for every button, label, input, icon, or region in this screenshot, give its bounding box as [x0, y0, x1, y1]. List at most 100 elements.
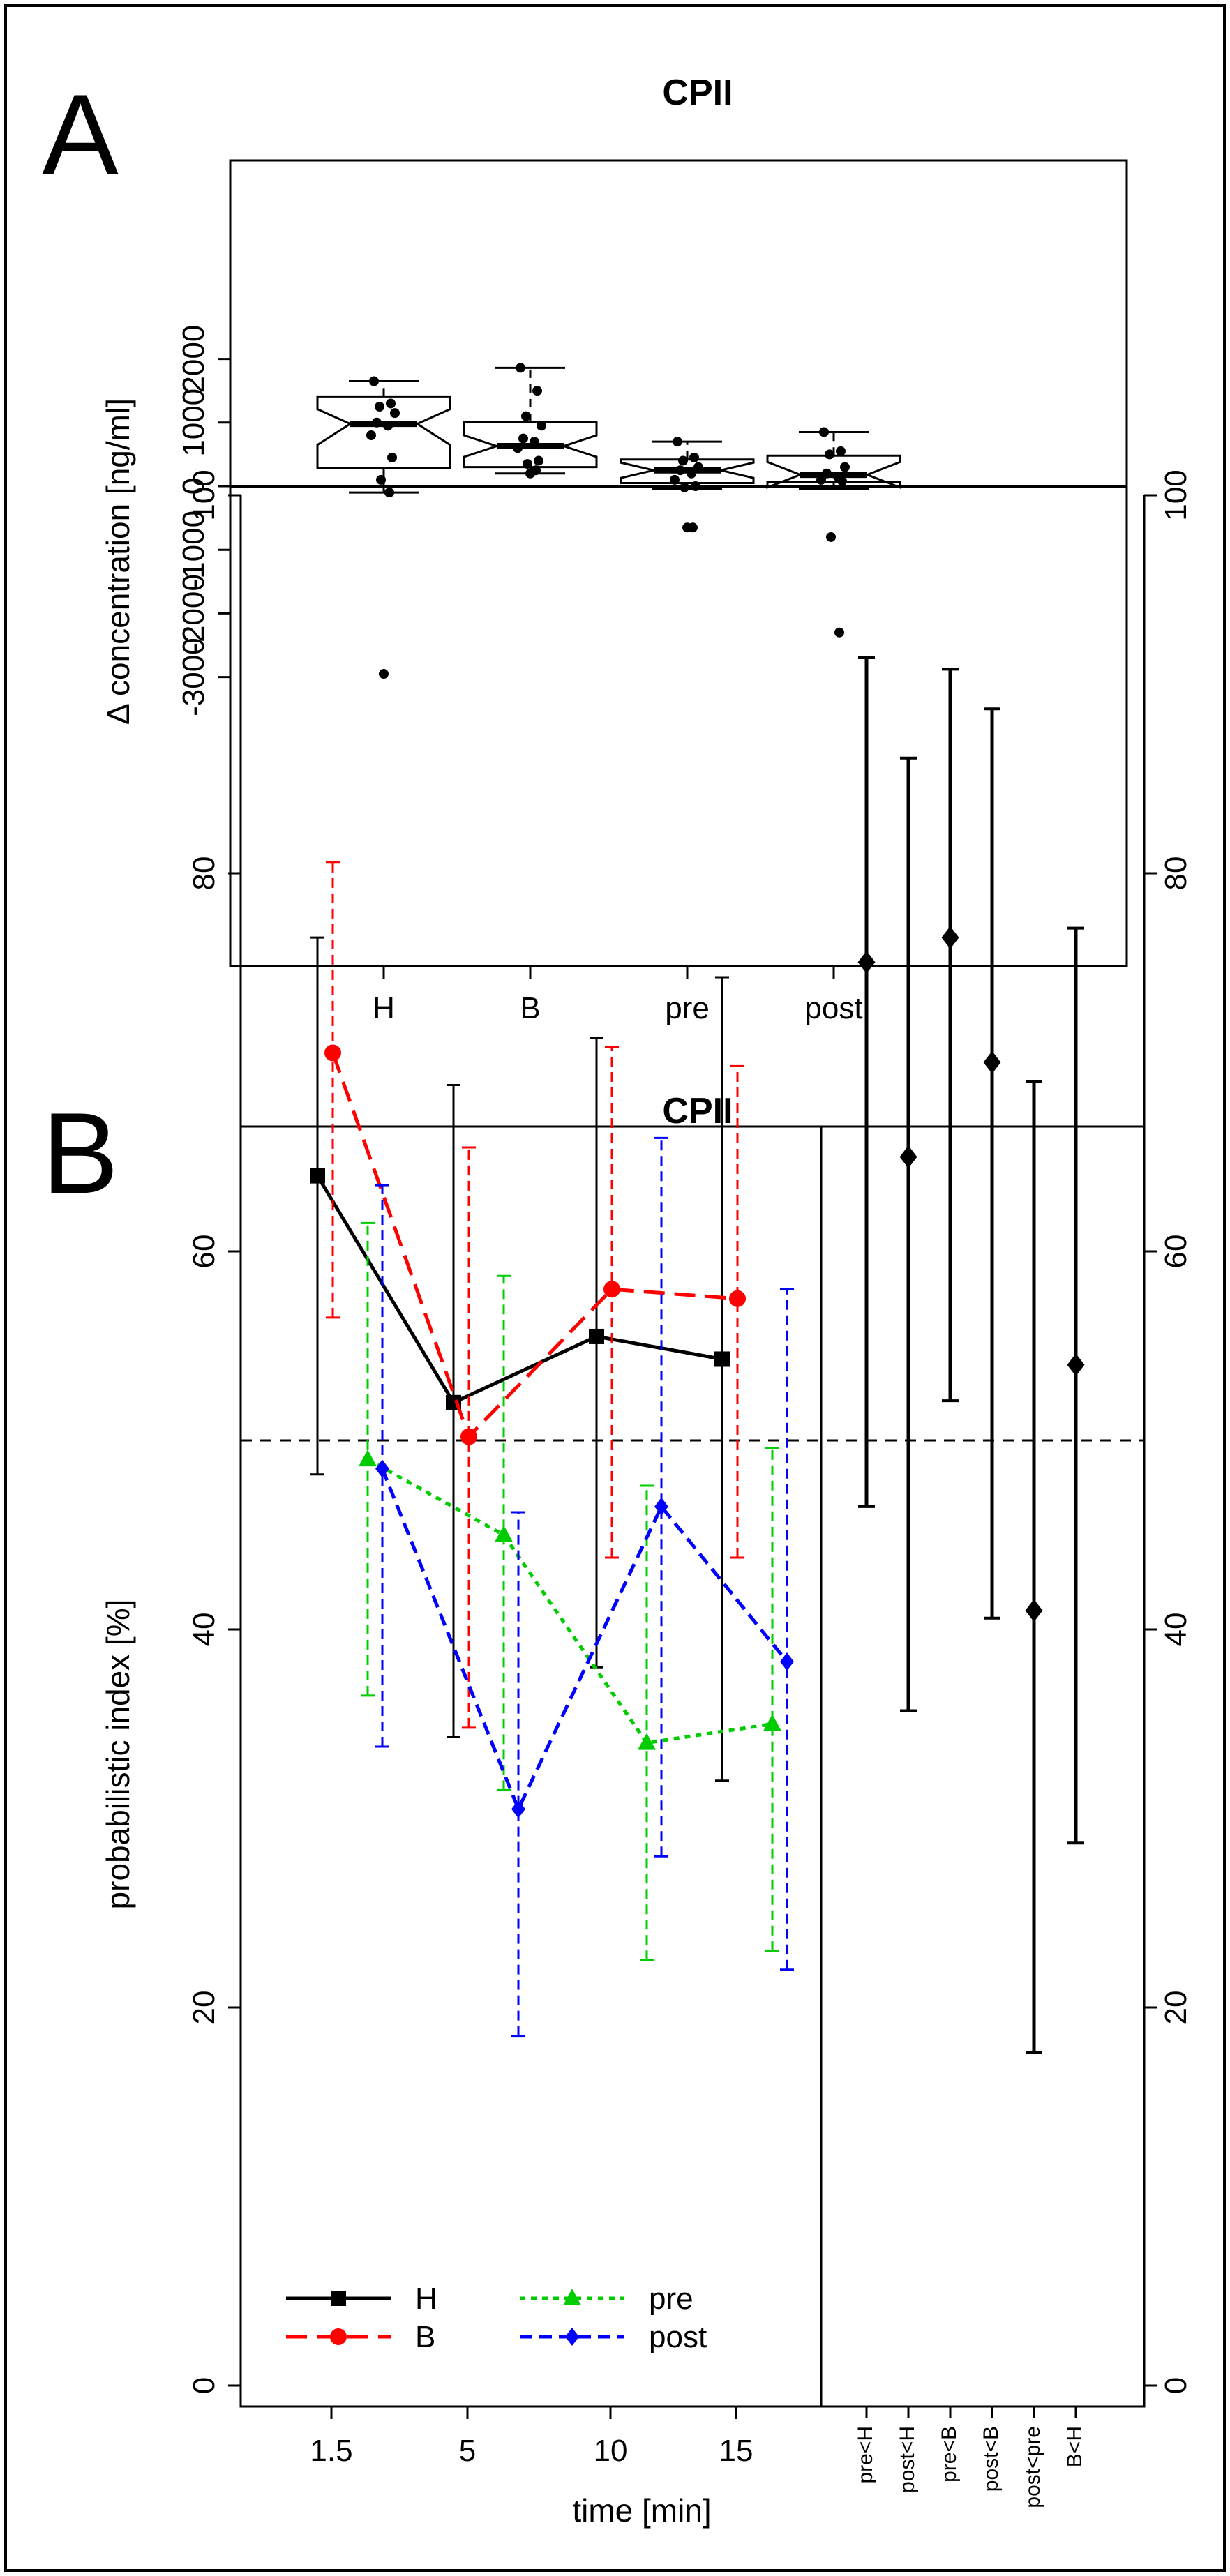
x-tick-label-15: 15 — [719, 2434, 753, 2468]
data-point — [680, 482, 689, 492]
series-marker — [359, 1449, 377, 1467]
box-body — [463, 421, 598, 469]
box-body — [766, 454, 901, 490]
y-tick-label: 20 — [187, 1991, 221, 2025]
y-tick-label: -2000 — [177, 574, 211, 653]
data-point — [840, 462, 850, 472]
y-tick-label: 1000 — [177, 389, 211, 457]
series-H — [310, 936, 730, 1782]
data-point — [816, 474, 826, 485]
panel-a-title: CPII — [662, 73, 733, 113]
y-tick-label-right: 100 — [1159, 469, 1193, 520]
panel-a-y-label: Δ concentration [ng/ml] — [100, 398, 136, 725]
legend-marker — [331, 2291, 346, 2306]
data-point — [682, 522, 692, 533]
y-tick-label-right: 40 — [1159, 1613, 1193, 1647]
data-point — [691, 481, 700, 491]
y-tick-label: 0 — [187, 2377, 221, 2394]
comparison-label: pre<B — [938, 2426, 961, 2483]
data-point — [376, 474, 386, 485]
box-post — [766, 427, 901, 638]
y-tick-label: 40 — [187, 1613, 221, 1647]
y-tick-label-right: 80 — [1159, 857, 1193, 891]
data-point — [678, 455, 688, 466]
comparison-label: post<H — [896, 2426, 919, 2493]
data-point — [523, 459, 532, 469]
y-tick-label: 60 — [187, 1235, 221, 1269]
data-point — [369, 376, 379, 386]
series-line — [366, 1457, 773, 1745]
data-point — [384, 488, 394, 498]
y-tick-label-right: 20 — [1159, 1991, 1193, 2025]
legend-marker — [330, 2328, 347, 2345]
box-H — [316, 376, 451, 679]
series-marker — [310, 1168, 325, 1184]
data-point — [693, 462, 703, 472]
data-point — [834, 627, 844, 638]
y-tick-label-right: 60 — [1159, 1235, 1193, 1269]
x-tick-label-1.5: 1.5 — [310, 2434, 352, 2468]
comparison-marker — [1025, 1599, 1043, 1622]
comparison-4: post<pre — [1021, 1080, 1044, 2508]
series-line — [331, 1052, 738, 1440]
data-point — [366, 430, 376, 441]
box-B — [463, 363, 598, 479]
data-point — [387, 452, 397, 462]
data-point — [534, 455, 543, 466]
data-point — [518, 433, 528, 444]
data-point — [386, 398, 396, 409]
data-point — [687, 468, 696, 479]
y-tick-label: 100 — [187, 469, 221, 520]
comparison-label: B<H — [1063, 2426, 1086, 2467]
box-body — [620, 458, 755, 484]
panel-b-series — [310, 861, 794, 2038]
series-marker — [460, 1428, 477, 1445]
panel-b-letter: B — [42, 1089, 119, 1217]
panel-b-x-axis: 1.5 5 10 15 — [310, 2405, 753, 2468]
comparison-marker — [941, 926, 959, 949]
series-marker — [603, 1281, 620, 1298]
data-point — [390, 408, 400, 419]
data-point — [375, 402, 384, 412]
series-pre — [359, 1221, 781, 1961]
series-marker — [780, 1652, 794, 1671]
x-tick-label-10: 10 — [594, 2434, 628, 2468]
panel-b-y-label: probabilistic index [%] — [100, 1599, 136, 1910]
panel-b-y-axis-left: 0 20 40 60 80 100 — [187, 469, 242, 2394]
series-marker — [375, 1459, 389, 1478]
legend-item-B: B — [286, 2320, 435, 2354]
comparison-label: pre<H — [854, 2426, 877, 2484]
legend-marker — [565, 2328, 579, 2346]
panel-b-x-label: time [min] — [572, 2492, 711, 2529]
data-point — [675, 465, 685, 476]
comparison-2: pre<B — [938, 668, 961, 2483]
box-pre — [620, 437, 755, 533]
comparison-marker — [983, 1050, 1001, 1074]
data-point — [673, 437, 682, 447]
legend-marker — [563, 2289, 581, 2305]
series-B — [324, 861, 746, 1729]
legend-label: H — [415, 2282, 437, 2316]
series-post — [375, 1136, 794, 2038]
panel-a-letter: A — [42, 70, 119, 199]
series-marker — [729, 1290, 746, 1307]
data-point — [530, 437, 539, 447]
data-point — [819, 427, 829, 437]
comparison-1: post<H — [896, 756, 919, 2493]
data-point — [516, 363, 525, 373]
data-point — [513, 443, 523, 453]
comparison-marker — [1067, 1353, 1085, 1376]
figure-frame — [4, 4, 1226, 2572]
panel-b-comparisons: pre<H post<H pre<B post<B post<pre B<H — [854, 656, 1086, 2508]
legend-item-post: post — [520, 2320, 707, 2354]
data-point — [532, 386, 542, 396]
comparison-label: post<pre — [1021, 2426, 1044, 2508]
panel-a-boxes — [316, 363, 901, 679]
legend-item-H: H — [286, 2282, 437, 2316]
y-tick-label: 2000 — [177, 325, 211, 393]
data-point — [521, 411, 531, 421]
y-tick-label: 0 — [177, 478, 211, 495]
